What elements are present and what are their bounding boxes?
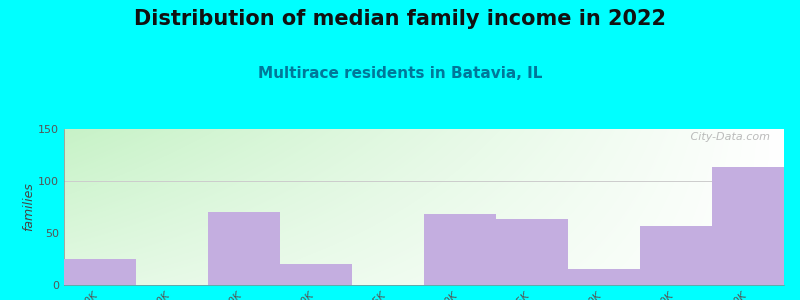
Bar: [208, 212, 280, 285]
Text: City-Data.com: City-Data.com: [686, 132, 770, 142]
Bar: [280, 264, 352, 285]
Bar: [640, 226, 712, 285]
Text: Distribution of median family income in 2022: Distribution of median family income in …: [134, 9, 666, 29]
Bar: [568, 269, 640, 285]
Bar: [496, 220, 568, 285]
Text: Multirace residents in Batavia, IL: Multirace residents in Batavia, IL: [258, 66, 542, 81]
Bar: [712, 167, 784, 285]
Bar: [424, 214, 496, 285]
Bar: [64, 259, 136, 285]
Y-axis label: families: families: [22, 183, 35, 231]
